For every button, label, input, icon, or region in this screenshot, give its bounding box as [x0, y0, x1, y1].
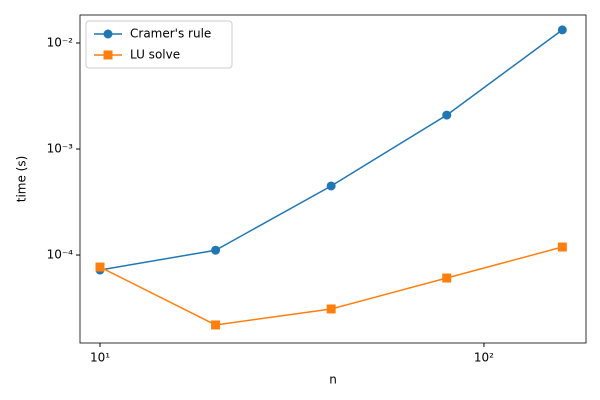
x-tick-label: 10²	[474, 351, 494, 365]
x-axis-label: n	[329, 373, 337, 387]
legend-box	[85, 20, 233, 69]
y-tick-label: 10⁻⁴	[47, 248, 74, 262]
legend-marker	[103, 29, 113, 39]
data-point	[211, 320, 221, 330]
y-tick-label: 10⁻³	[47, 142, 74, 156]
data-point	[442, 110, 452, 120]
data-point	[557, 25, 567, 35]
data-point	[442, 273, 452, 283]
data-point	[326, 181, 336, 191]
data-point	[557, 242, 567, 252]
data-point	[211, 245, 221, 255]
legend-label: Cramer's rule	[130, 27, 211, 41]
legend-marker	[103, 50, 113, 60]
data-point	[95, 262, 105, 272]
plot-frame	[79, 14, 587, 344]
x-tick-label: 10¹	[90, 351, 110, 365]
data-point	[326, 304, 336, 314]
y-axis-label: time (s)	[15, 156, 29, 203]
y-tick-label: 10⁻²	[47, 36, 74, 50]
legend-label: LU solve	[130, 48, 180, 62]
